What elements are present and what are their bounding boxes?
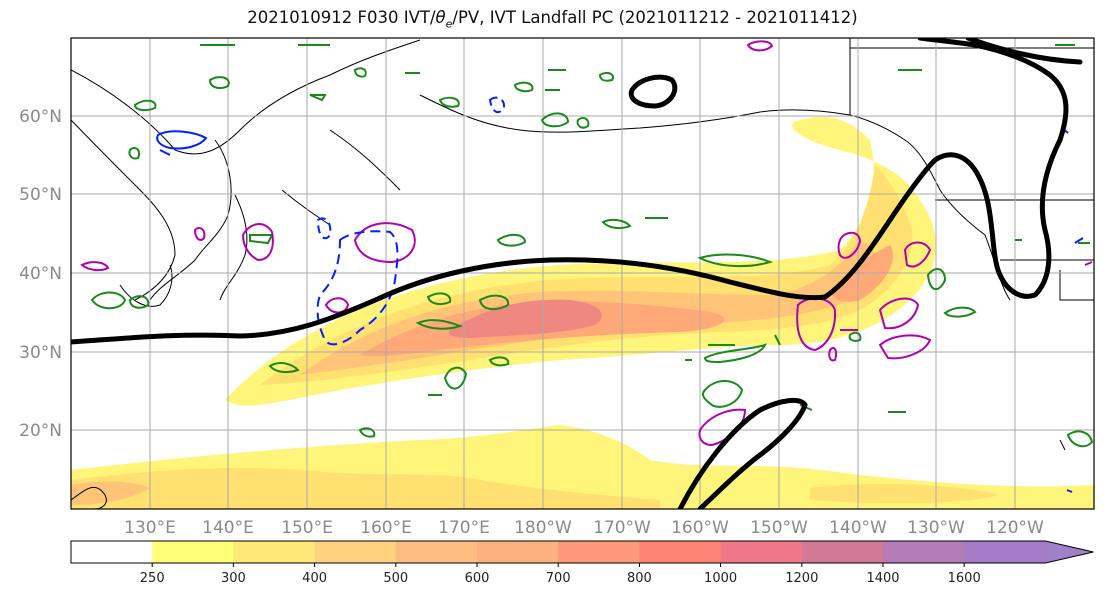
lon-label: 130°W <box>907 518 965 538</box>
colorbar-segment <box>314 541 397 563</box>
colorbar-segment <box>477 541 559 563</box>
colorbar-segment <box>883 541 965 563</box>
lon-label: 140°E <box>202 518 254 538</box>
lon-label: 170°W <box>593 518 651 538</box>
colorbar-segment <box>801 541 884 563</box>
colorbar <box>70 540 1094 564</box>
figure-title: 2021010912 F030 IVT/θe/PV, IVT Landfall … <box>247 8 858 31</box>
lon-label: 180°W <box>514 518 572 538</box>
colorbar-tick-label: 1000 <box>704 571 737 586</box>
colorbar-tick-label: 800 <box>627 571 652 586</box>
latitude-labels: 60°N 50°N 40°N 30°N 20°N <box>19 107 62 441</box>
lon-label: 150°W <box>750 518 808 538</box>
lon-label: 160°E <box>360 518 412 538</box>
lat-label: 20°N <box>19 421 62 441</box>
colorbar-tick-label: 300 <box>221 571 246 586</box>
colorbar-tick-label: 1600 <box>948 571 981 586</box>
colorbar-tick-label: 1200 <box>785 571 818 586</box>
lon-label: 170°E <box>438 518 490 538</box>
colorbar-segment <box>558 541 640 563</box>
lat-label: 30°N <box>19 343 62 363</box>
lat-label: 40°N <box>19 264 62 284</box>
lat-label: 60°N <box>19 107 62 127</box>
lon-label: 130°E <box>124 518 176 538</box>
lat-label: 50°N <box>19 185 62 205</box>
colorbar-segment <box>720 541 803 563</box>
lon-label: 150°E <box>281 518 333 538</box>
colorbar-tick-label: 600 <box>465 571 490 586</box>
lon-label: 160°W <box>671 518 729 538</box>
colorbar-segment <box>71 541 153 563</box>
colorbar-tick-label: 400 <box>302 571 327 586</box>
colorbar-outline <box>70 540 1094 564</box>
lon-label: 140°W <box>829 518 887 538</box>
map-panel <box>71 38 1094 509</box>
map-frame <box>70 37 1095 510</box>
colorbar-tick-label: 250 <box>140 571 165 586</box>
colorbar-tick-label: 500 <box>383 571 408 586</box>
colorbar-tick-label: 700 <box>546 571 571 586</box>
longitude-labels: 130°E 140°E 150°E 160°E 170°E 180°W 170°… <box>124 518 1044 538</box>
colorbar-tick-label: 1400 <box>866 571 899 586</box>
lon-label: 120°W <box>986 518 1044 538</box>
black-contours <box>71 38 1083 509</box>
colorbar-segment <box>395 541 478 563</box>
colorbar-segment <box>152 541 234 563</box>
colorbar-labels: 250 300 400 500 600 700 800 1000 1200 1400 1600 <box>140 563 981 586</box>
colorbar-segment <box>639 541 722 563</box>
green-contours <box>90 44 1094 448</box>
colorbar-extension <box>1045 541 1094 563</box>
colorbar-segment <box>233 541 316 563</box>
ivt-filled-contours <box>71 116 1094 509</box>
colorbar-segment <box>964 541 1046 563</box>
